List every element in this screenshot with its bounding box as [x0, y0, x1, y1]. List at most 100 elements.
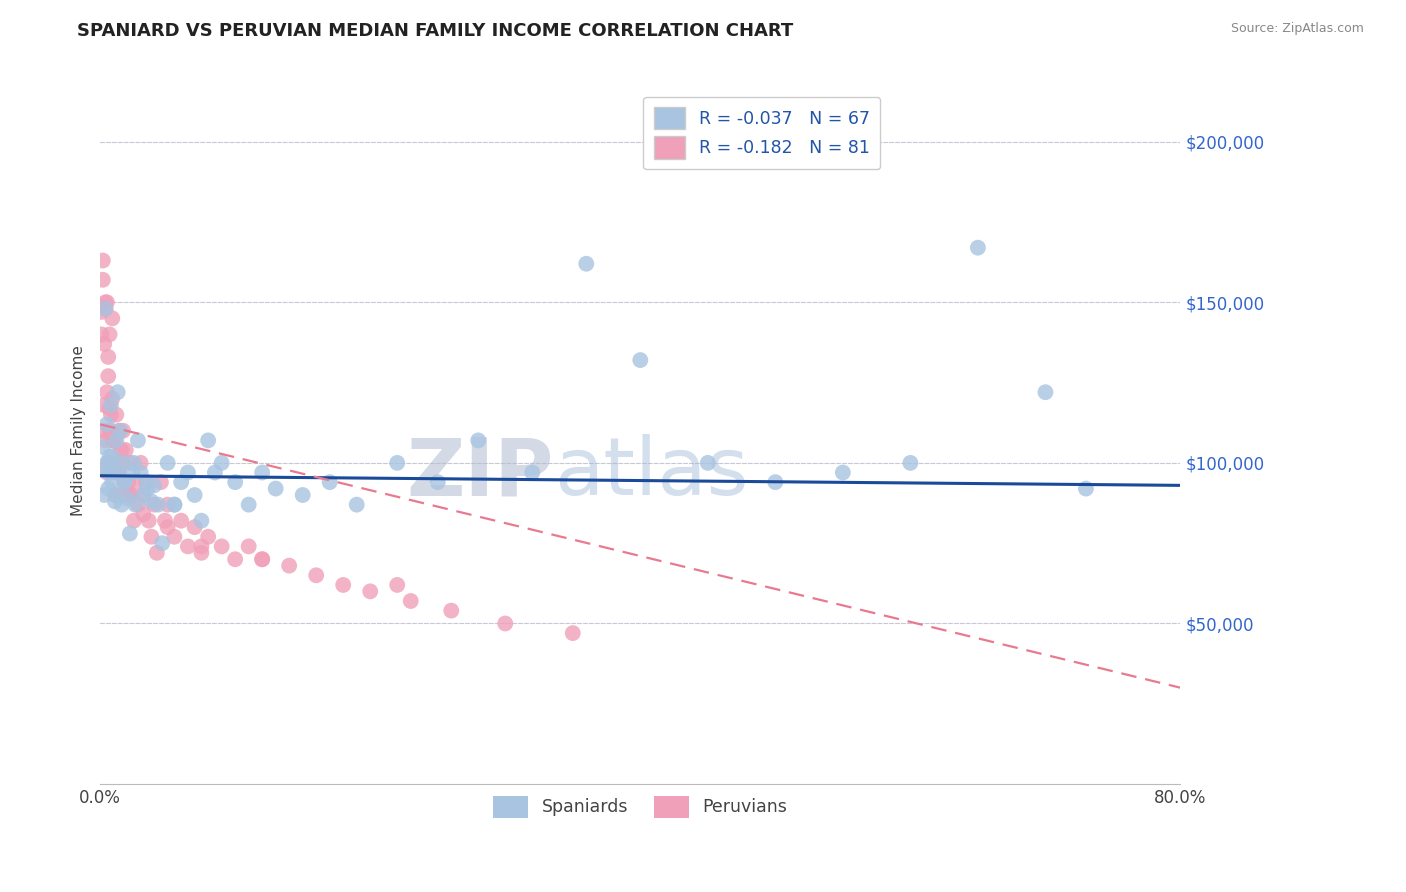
Point	[224, 475, 246, 490]
Point	[211, 456, 233, 470]
Point	[107, 466, 129, 480]
Point	[101, 311, 124, 326]
Point	[238, 540, 260, 554]
Point	[197, 434, 219, 448]
Point	[90, 327, 112, 342]
Point	[163, 530, 186, 544]
Point	[900, 456, 922, 470]
Point	[93, 488, 115, 502]
Point	[103, 459, 125, 474]
Point	[94, 301, 117, 316]
Point	[170, 514, 193, 528]
Point	[183, 488, 205, 502]
Point	[93, 462, 115, 476]
Point	[98, 401, 121, 416]
Point	[94, 295, 117, 310]
Point	[100, 408, 122, 422]
Point	[967, 241, 990, 255]
Point	[93, 337, 115, 351]
Point	[204, 466, 226, 480]
Point	[129, 456, 152, 470]
Point	[114, 475, 136, 490]
Point	[1074, 482, 1097, 496]
Point	[111, 443, 134, 458]
Point	[190, 546, 212, 560]
Point	[90, 305, 112, 319]
Point	[696, 456, 718, 470]
Point	[107, 385, 129, 400]
Point	[494, 616, 516, 631]
Point	[97, 482, 120, 496]
Point	[346, 498, 368, 512]
Point	[96, 456, 118, 470]
Point	[148, 498, 170, 512]
Point	[115, 488, 138, 502]
Point	[111, 498, 134, 512]
Point	[111, 456, 134, 470]
Point	[156, 520, 179, 534]
Point	[132, 488, 155, 502]
Point	[1035, 385, 1057, 400]
Point	[97, 456, 120, 470]
Point	[91, 273, 114, 287]
Point	[93, 424, 115, 438]
Point	[136, 482, 159, 496]
Point	[399, 594, 422, 608]
Point	[132, 508, 155, 522]
Point	[117, 475, 139, 490]
Point	[91, 440, 114, 454]
Point	[136, 475, 159, 490]
Point	[101, 450, 124, 464]
Point	[103, 466, 125, 480]
Point	[143, 478, 166, 492]
Point	[141, 530, 163, 544]
Point	[120, 488, 142, 502]
Point	[105, 434, 128, 448]
Point	[156, 498, 179, 512]
Point	[101, 475, 124, 490]
Point	[318, 475, 340, 490]
Point	[305, 568, 328, 582]
Point	[146, 546, 169, 560]
Point	[96, 417, 118, 432]
Point	[522, 466, 544, 480]
Text: atlas: atlas	[554, 434, 748, 512]
Point	[170, 475, 193, 490]
Point	[110, 488, 132, 502]
Point	[440, 604, 463, 618]
Point	[110, 424, 132, 438]
Point	[114, 475, 136, 490]
Point	[132, 488, 155, 502]
Point	[127, 498, 149, 512]
Point	[124, 498, 146, 512]
Point	[149, 475, 172, 490]
Point	[190, 514, 212, 528]
Point	[332, 578, 354, 592]
Point	[426, 475, 449, 490]
Point	[97, 350, 120, 364]
Point	[96, 385, 118, 400]
Point	[177, 540, 200, 554]
Point	[91, 253, 114, 268]
Legend: Spaniards, Peruvians: Spaniards, Peruvians	[486, 789, 794, 825]
Point	[118, 526, 141, 541]
Point	[104, 494, 127, 508]
Point	[122, 514, 145, 528]
Point	[278, 558, 301, 573]
Point	[103, 434, 125, 448]
Point	[108, 466, 131, 480]
Point	[118, 456, 141, 470]
Point	[141, 494, 163, 508]
Point	[112, 424, 135, 438]
Point	[387, 578, 409, 592]
Point	[238, 498, 260, 512]
Y-axis label: Median Family Income: Median Family Income	[72, 345, 86, 516]
Point	[467, 434, 489, 448]
Point	[124, 475, 146, 490]
Point	[98, 450, 121, 464]
Point	[105, 488, 128, 502]
Point	[104, 488, 127, 502]
Point	[150, 536, 173, 550]
Point	[98, 424, 121, 438]
Point	[135, 475, 157, 490]
